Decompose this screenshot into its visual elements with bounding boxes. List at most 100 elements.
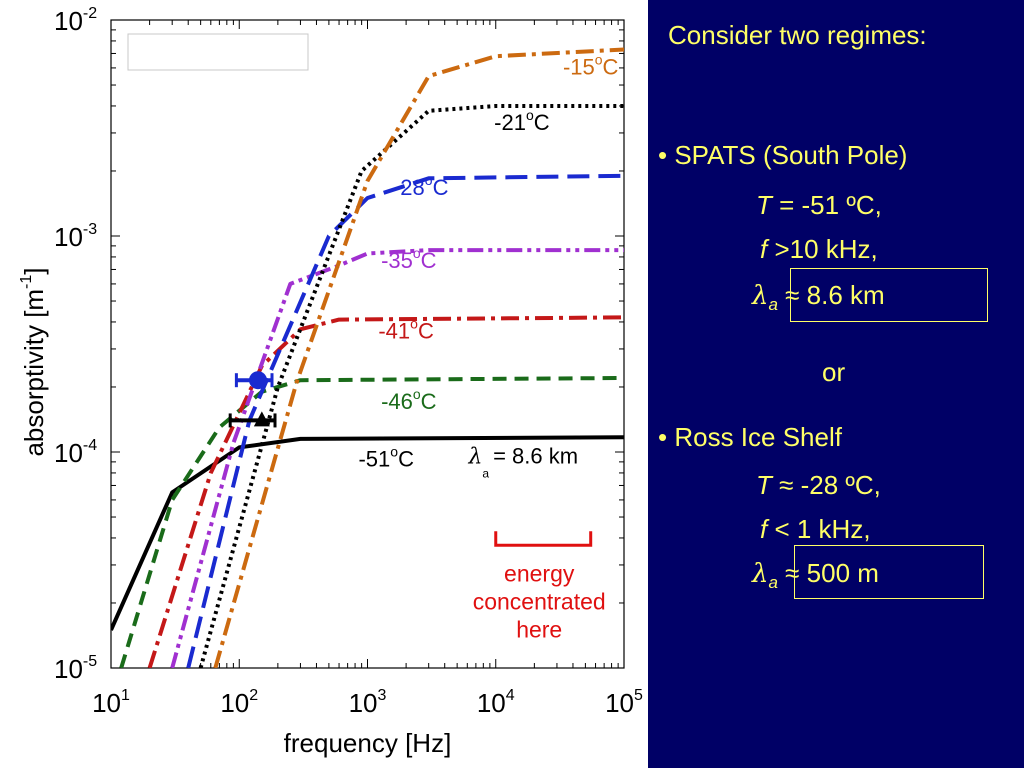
temperature-symbol: T	[756, 470, 772, 500]
series-label-value: -51	[358, 447, 390, 472]
frequency-value: >10 kHz,	[767, 234, 878, 264]
series-line-m51	[111, 435, 624, 631]
series-label-value: -46	[381, 389, 413, 414]
lambda-annotation-symbol: λ	[467, 444, 482, 469]
x-tick-label: 102	[220, 687, 258, 718]
temperature-value: ≈ -28 ºC,	[771, 470, 881, 500]
series-label-m46: -46oC	[381, 386, 437, 414]
absorptivity-chart: 101 102 103 104 10510-510-410-310-2frequency…	[18, 5, 643, 758]
series-line-m35	[170, 248, 624, 668]
series-line-m15	[213, 47, 624, 668]
ross-title: • Ross Ice Shelf	[658, 422, 842, 452]
heading: Consider two regimes:	[668, 20, 927, 50]
measurement-marker-point	[234, 371, 274, 390]
y-tick-base: 10	[54, 6, 83, 36]
lambda-annotation: λa = 8.6 km	[467, 443, 578, 480]
curves	[111, 47, 624, 668]
energy-text-line: concentrated	[473, 588, 606, 614]
measurement-marker-triangle	[228, 411, 277, 428]
lambda-value: ≈ 8.6 km	[777, 280, 885, 310]
chart-panel: 101 102 103 104 105 10-5 10-4 10-3 10-2 frequency…	[18, 5, 644, 758]
x-tick-exponent: 1	[121, 687, 130, 704]
series-line-m21	[198, 104, 624, 668]
y-axis-label: absorptivity [m-1]	[18, 267, 49, 456]
series-label-unit: C	[534, 110, 550, 135]
series-label-unit: C	[421, 389, 437, 414]
x-tick-label: 103	[349, 687, 387, 718]
energy-text-line: energy	[504, 560, 575, 586]
series-label-value: -41	[378, 319, 410, 344]
spats-frequency: f >10 kHz,	[760, 234, 878, 265]
series-label-degree: o	[390, 444, 398, 460]
lambda-annotation-text: = 8.6 km	[493, 443, 578, 468]
x-tick-exponent: 2	[249, 687, 258, 704]
y-tick-base: 10	[54, 222, 83, 252]
y-tick-label: 10-2	[54, 5, 97, 36]
frequency-symbol: f	[760, 514, 768, 544]
series-label-m41: -41oC	[378, 316, 434, 344]
spats-title: • SPATS (South Pole)	[658, 140, 908, 170]
x-tick-label: 104	[477, 687, 515, 718]
lambda-subscript: a	[768, 295, 778, 315]
ross-temperature: T ≈ -28 ºC,	[756, 470, 881, 501]
spats-temperature: T = -51 ºC,	[756, 190, 882, 221]
series-label-m15: -15oC	[563, 51, 619, 79]
axis-ticks	[110, 20, 624, 669]
energy-bracket	[494, 531, 593, 547]
or-label: or	[822, 357, 846, 387]
x-tick-base: 10	[349, 688, 378, 718]
lambda-annotation-subscript: a	[482, 466, 489, 480]
series-line-m41	[147, 315, 624, 668]
series-label-value: -21	[494, 110, 526, 135]
x-tick-exponent: 5	[634, 687, 643, 704]
series-label-unit: C	[418, 319, 434, 344]
text-panel: Consider two regimes: • SPATS (South Pol…	[648, 0, 1024, 768]
y-axis-label-text: absorptivity [m	[19, 289, 49, 457]
frequency-symbol: f	[760, 234, 768, 264]
series-label-degree: o	[425, 172, 433, 188]
x-tick-exponent: 4	[506, 687, 515, 704]
ross-lambda: λa ≈ 500 m	[752, 558, 879, 593]
x-tick-base: 10	[477, 688, 506, 718]
x-axis-label: frequency [Hz]	[284, 728, 452, 758]
series-label-m35: -35oC	[381, 245, 437, 273]
lambda-subscript: a	[768, 573, 778, 593]
frequency-value: < 1 kHz,	[767, 514, 871, 544]
marker-point	[248, 371, 267, 390]
series-label-unit: C	[603, 54, 619, 79]
series-label-m28: -28oC	[393, 172, 449, 200]
y-tick-label: 10-4	[54, 437, 97, 468]
spats-lambda: λa ≈ 8.6 km	[752, 280, 885, 315]
lambda-value: ≈ 500 m	[777, 558, 879, 588]
y-axis-label-superscript: -1	[18, 275, 35, 289]
series-label-value: -28	[393, 175, 425, 200]
series-label-degree: o	[526, 107, 534, 123]
x-tick-label: 101	[92, 687, 130, 718]
y-tick-base: 10	[54, 438, 83, 468]
series-label-unit: C	[421, 248, 437, 273]
series-label-unit: C	[398, 447, 414, 472]
energy-text-line: here	[516, 616, 562, 642]
ross-lambda-box	[794, 545, 984, 599]
series-label-degree: o	[413, 245, 421, 261]
series-label-degree: o	[410, 316, 418, 332]
x-tick-exponent: 3	[378, 687, 387, 704]
marker-triangle	[253, 411, 270, 427]
y-tick-exponent: -4	[83, 437, 97, 454]
lambda-symbol: λ	[752, 281, 769, 311]
x-tick-base: 10	[220, 688, 249, 718]
y-tick-label: 10-3	[54, 221, 97, 252]
series-label-degree: o	[595, 51, 603, 67]
temperature-value: = -51 ºC,	[771, 190, 882, 220]
series-label-value: -15	[563, 54, 595, 79]
temperature-symbol: T	[756, 190, 772, 220]
spats-lambda-box	[790, 268, 988, 322]
y-tick-exponent: -3	[83, 221, 97, 238]
series-label-m21: -21oC	[494, 107, 550, 135]
legend-box	[127, 33, 309, 71]
y-tick-exponent: -5	[83, 653, 97, 670]
x-tick-label: 105	[605, 687, 643, 718]
y-tick-label: 10-5	[54, 653, 97, 684]
y-tick-exponent: -2	[83, 5, 97, 22]
series-label-m51: -51oC	[358, 444, 414, 472]
